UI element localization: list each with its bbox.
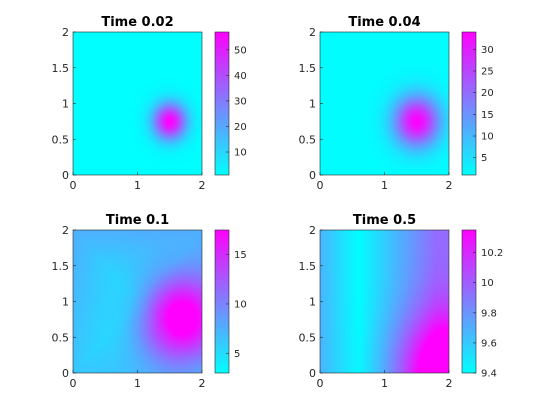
colorbar-tick-label: 25 <box>481 67 494 78</box>
y-tick-label: 0 <box>309 367 316 380</box>
colorbar-tick-label: 10 <box>234 148 247 159</box>
heatmap-image <box>73 32 202 175</box>
heatmap-image <box>73 230 202 373</box>
y-tick-label: 1 <box>62 98 69 111</box>
colorbar <box>214 31 230 176</box>
colorbar-tick-label: 20 <box>234 122 247 133</box>
y-tick-label: 2 <box>62 26 69 39</box>
y-tick-label: 0.5 <box>52 331 70 344</box>
x-tick-label: 0 <box>70 377 77 390</box>
y-tick-label: 1.5 <box>299 62 317 75</box>
x-tick-label: 1 <box>134 377 141 390</box>
x-tick-label: 2 <box>199 179 206 192</box>
colorbar-tick-label: 30 <box>234 96 247 107</box>
y-tick-label: 1 <box>309 296 316 309</box>
colorbar-tick-label: 9.8 <box>481 308 497 319</box>
colorbar-tick-label: 5 <box>481 153 487 164</box>
y-tick-label: 2 <box>309 26 316 39</box>
colorbar-tick-label: 10.2 <box>481 248 503 259</box>
heatmap-image <box>320 32 449 175</box>
colorbar-tick-label: 30 <box>481 45 494 56</box>
colorbar-tick-label: 50 <box>234 45 247 56</box>
x-tick-label: 1 <box>381 179 388 192</box>
x-tick-label: 0 <box>317 179 324 192</box>
y-tick-label: 0.5 <box>299 133 317 146</box>
subplot-title: Time 0.02 <box>101 15 173 30</box>
colorbar-tick-label: 9.4 <box>481 369 497 380</box>
colorbar-tick-label: 15 <box>234 250 247 261</box>
y-tick-label: 2 <box>62 224 69 237</box>
subplot-title: Time 0.04 <box>348 15 420 30</box>
subplot-3: Time 0.1 0 1 2 0 0.5 1 1.5 2 5 10 15 <box>52 213 247 390</box>
x-tick-label: 2 <box>199 377 206 390</box>
colorbar-tick-label: 10 <box>481 132 494 143</box>
colorbar-tick-label: 5 <box>234 349 240 360</box>
colorbar <box>461 229 477 374</box>
x-tick-label: 2 <box>446 377 453 390</box>
colorbar <box>461 31 477 176</box>
subplot-title: Time 0.5 <box>353 213 416 228</box>
x-tick-label: 1 <box>381 377 388 390</box>
subplot-4: Time 0.5 0 1 2 0 0.5 1 1.5 2 9.4 9.6 9.8 10 10.2 <box>299 213 504 390</box>
y-tick-label: 0.5 <box>52 133 70 146</box>
y-tick-label: 2 <box>309 224 316 237</box>
colorbar-tick-label: 20 <box>481 88 494 99</box>
y-tick-label: 1.5 <box>52 260 70 273</box>
colorbar-tick-label: 10 <box>481 278 494 289</box>
y-tick-label: 1.5 <box>299 260 317 273</box>
y-tick-label: 0.5 <box>299 331 317 344</box>
x-tick-label: 1 <box>134 179 141 192</box>
y-tick-label: 1 <box>62 296 69 309</box>
x-tick-label: 0 <box>317 377 324 390</box>
y-tick-label: 1.5 <box>52 62 70 75</box>
y-tick-label: 0 <box>62 367 69 380</box>
y-tick-label: 1 <box>309 98 316 111</box>
x-tick-label: 0 <box>70 179 77 192</box>
y-tick-label: 0 <box>309 169 316 182</box>
colorbar-tick-label: 10 <box>234 299 247 310</box>
x-tick-label: 2 <box>446 179 453 192</box>
subplot-title: Time 0.1 <box>106 213 169 228</box>
colorbar-tick-label: 40 <box>234 71 247 82</box>
colorbar-tick-label: 9.6 <box>481 338 497 349</box>
heatmap-image <box>320 230 449 373</box>
colorbar <box>214 229 230 374</box>
y-tick-label: 0 <box>62 169 69 182</box>
colorbar-tick-label: 15 <box>481 110 494 121</box>
